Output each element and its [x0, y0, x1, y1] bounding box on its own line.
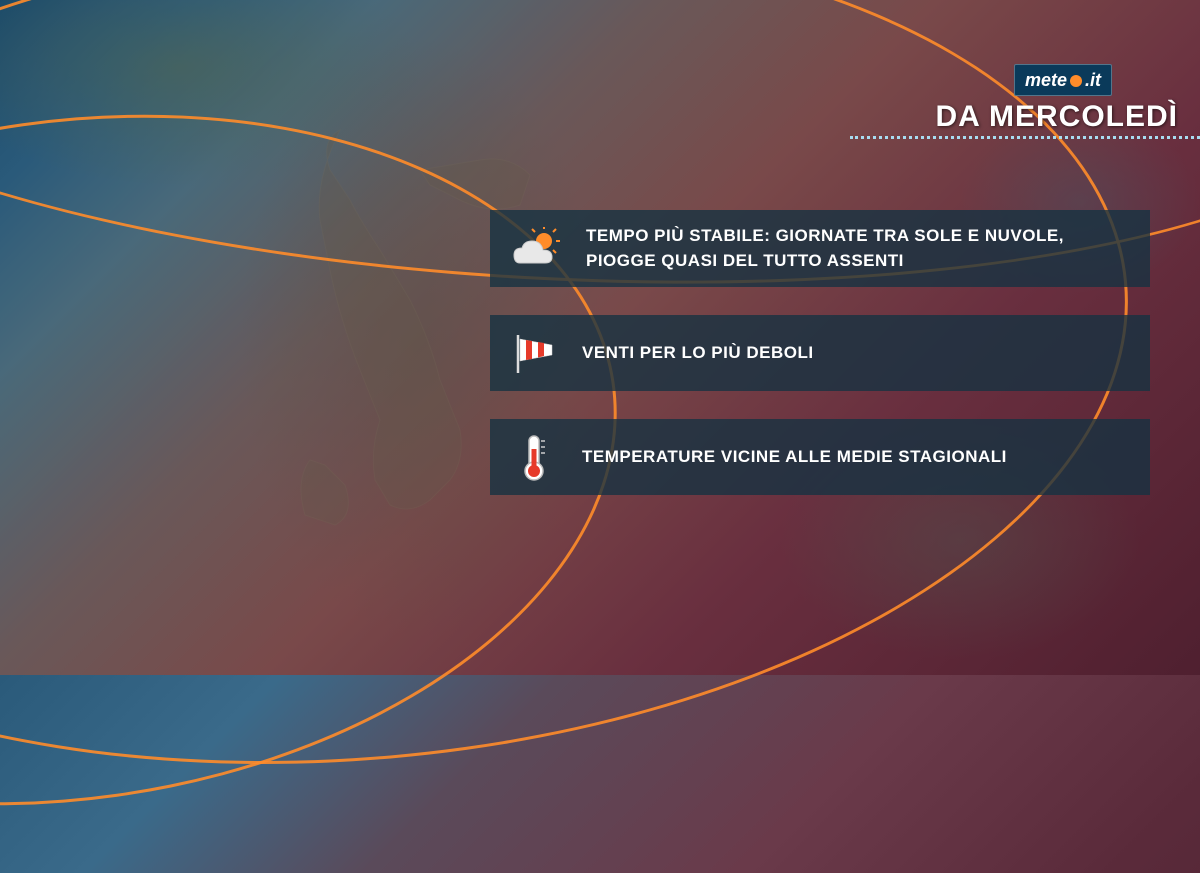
info-box-wind: VENTI PER LO PIÙ DEBOLI [490, 315, 1150, 391]
info-text-wind: VENTI PER LO PIÙ DEBOLI [582, 341, 814, 366]
info-text-temperature: TEMPERATURE VICINE ALLE MEDIE STAGIONALI [582, 445, 1007, 470]
windsock-icon [510, 329, 558, 377]
info-box-temperature: TEMPERATURE VICINE ALLE MEDIE STAGIONALI [490, 419, 1150, 495]
logo-dot-icon [1070, 75, 1082, 87]
logo-meteo-it: mete .it [1014, 64, 1112, 96]
info-box-weather: TEMPO PIÙ STABILE: GIORNATE TRA SOLE E N… [490, 210, 1150, 287]
sun-cloud-icon [510, 225, 562, 273]
thermometer-icon [510, 433, 558, 481]
title-underline [850, 136, 1200, 139]
forecast-title: DA MERCOLEDÌ [935, 100, 1200, 134]
forecast-info-list: TEMPO PIÙ STABILE: GIORNATE TRA SOLE E N… [490, 210, 1150, 495]
logo-text-right: .it [1085, 70, 1101, 91]
info-text-weather: TEMPO PIÙ STABILE: GIORNATE TRA SOLE E N… [586, 224, 1130, 273]
logo-text-left: mete [1025, 70, 1067, 91]
